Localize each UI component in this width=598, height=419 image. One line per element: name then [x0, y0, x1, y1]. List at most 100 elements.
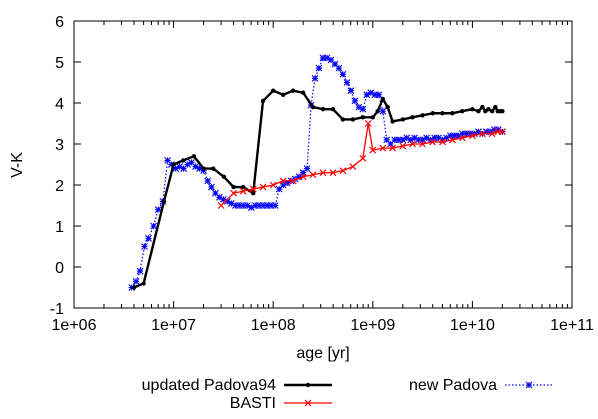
data-point — [289, 177, 297, 185]
y-axis-ticks: -1 0 1 2 3 4 5 6 — [50, 14, 572, 318]
data-point — [460, 109, 465, 114]
legend-marker — [304, 399, 312, 407]
data-point — [128, 284, 136, 291]
data-point — [339, 167, 347, 175]
data-point — [299, 169, 307, 177]
legend-marker — [305, 382, 311, 388]
data-point — [188, 159, 195, 166]
data-point — [230, 189, 237, 197]
data-point — [385, 104, 390, 110]
data-point — [369, 146, 377, 154]
data-point — [450, 111, 455, 116]
data-point — [375, 109, 380, 114]
data-point — [331, 60, 339, 68]
data-point — [423, 134, 431, 142]
data-point — [431, 134, 438, 142]
data-point — [359, 154, 367, 162]
data-point — [172, 165, 180, 172]
y-tick-label: 2 — [55, 178, 64, 195]
data-point — [283, 179, 291, 187]
data-point — [231, 202, 239, 209]
data-point — [176, 163, 184, 170]
y-tick-label: -1 — [50, 301, 64, 318]
data-point — [439, 136, 446, 144]
data-point — [192, 163, 199, 170]
data-point — [267, 202, 275, 209]
data-point — [355, 103, 363, 111]
data-point — [311, 75, 319, 82]
data-point — [315, 64, 323, 72]
data-point — [239, 202, 247, 209]
data-point — [349, 163, 357, 170]
data-point — [243, 202, 251, 209]
x-axis-label: age [yr] — [296, 345, 349, 362]
data-point — [319, 54, 327, 62]
data-point — [347, 87, 355, 95]
data-point — [455, 132, 462, 140]
data-point — [439, 138, 446, 146]
x-tick-label: 1e+11 — [550, 317, 594, 334]
data-point — [371, 91, 379, 99]
data-point — [490, 126, 498, 134]
data-point — [235, 202, 243, 209]
data-point — [429, 138, 436, 146]
data-point — [241, 184, 246, 190]
data-point — [184, 161, 191, 168]
data-point — [482, 128, 490, 136]
data-point — [231, 184, 236, 190]
data-point — [290, 88, 296, 93]
data-point — [389, 144, 397, 152]
data-point — [310, 104, 316, 110]
data-point — [451, 132, 458, 140]
data-point — [320, 106, 326, 112]
data-point — [407, 136, 415, 144]
y-tick-label: 1 — [55, 219, 64, 236]
plot-frame — [73, 20, 573, 309]
data-point — [263, 202, 271, 209]
data-point — [251, 191, 256, 196]
data-point — [201, 166, 206, 171]
data-point — [150, 222, 158, 230]
data-point — [380, 96, 385, 102]
data-point — [319, 169, 327, 177]
series-layer — [128, 54, 506, 291]
data-point — [260, 98, 266, 104]
data-point — [360, 115, 366, 120]
data-point — [420, 113, 425, 118]
data-point — [379, 144, 387, 152]
data-point — [131, 285, 137, 290]
data-point — [375, 91, 383, 99]
y-tick-label: 6 — [55, 14, 64, 31]
y-tick-label: 0 — [55, 260, 64, 277]
data-point — [164, 157, 171, 164]
data-point — [280, 92, 286, 98]
data-point — [449, 136, 456, 144]
data-point — [259, 183, 267, 191]
series-updated-padova94 — [131, 88, 505, 290]
data-point — [447, 132, 454, 140]
data-point — [470, 106, 475, 112]
data-point — [493, 104, 498, 110]
data-point — [443, 134, 450, 142]
data-point — [330, 106, 336, 112]
x-tick-label: 1e+09 — [350, 317, 395, 334]
data-point — [498, 128, 506, 136]
legend-label: new Padova — [409, 377, 497, 394]
data-point — [435, 134, 442, 142]
data-point — [269, 181, 277, 189]
data-point — [419, 140, 426, 148]
data-point — [167, 161, 175, 168]
data-point — [363, 91, 371, 99]
y-axis-label: V-K — [9, 152, 26, 178]
x-axis-ticks: 1e+06 1e+07 1e+08 1e+09 1e+10 1e+11 — [52, 21, 594, 334]
data-point — [480, 104, 485, 110]
data-point — [459, 130, 466, 138]
data-point — [411, 134, 419, 142]
data-point — [212, 189, 219, 197]
x-tick-label: 1e+08 — [251, 317, 296, 334]
x-tick-label: 1e+06 — [52, 317, 97, 334]
data-point — [141, 243, 148, 250]
data-point — [154, 206, 162, 213]
